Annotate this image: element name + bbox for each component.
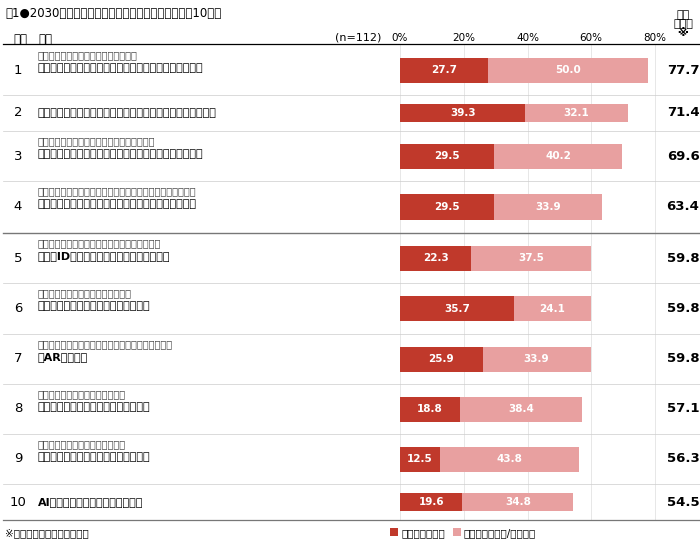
Text: 24.1: 24.1 (539, 304, 565, 314)
Bar (460, 396, 582, 422)
Text: 家電制御や見守りなどの機能を備えた: 家電制御や見守りなどの機能を備えた (38, 50, 138, 60)
Text: 57.1: 57.1 (666, 402, 699, 416)
Text: 19.6: 19.6 (419, 497, 444, 507)
Text: ※市場導入計の降順でソート: ※市場導入計の降順でソート (5, 528, 89, 538)
Text: 国内で一部普及/市場導入: 国内で一部普及/市場導入 (464, 528, 536, 538)
Bar (400, 57, 489, 82)
Text: 自然災害や事故などにも対応可能な: 自然災害や事故などにも対応可能な (38, 288, 132, 298)
Text: 0%: 0% (392, 33, 408, 43)
Bar (400, 104, 525, 122)
Text: 2: 2 (14, 107, 22, 119)
Text: 移動、レジャー、食事、衣服など: 移動、レジャー、食事、衣服など (38, 389, 126, 399)
Bar (400, 447, 440, 471)
Text: 「バイオデグラダブル（生分解性）」の製品、包装、緩衝材: 「バイオデグラダブル（生分解性）」の製品、包装、緩衝材 (38, 108, 217, 118)
Bar (453, 528, 461, 536)
Text: 77.7: 77.7 (666, 63, 699, 77)
Text: （共通IDによる医療連携ソリューション）: （共通IDによる医療連携ソリューション） (38, 251, 171, 261)
Text: 22.3: 22.3 (423, 253, 449, 263)
Text: ※: ※ (678, 28, 688, 38)
Bar (463, 493, 573, 511)
Text: 38.4: 38.4 (508, 404, 534, 414)
Text: 20%: 20% (452, 33, 475, 43)
Text: 「ARグラス」: 「ARグラス」 (38, 352, 88, 362)
Text: 33.9: 33.9 (536, 202, 561, 212)
Text: 国内で広く普及: 国内で広く普及 (401, 528, 444, 538)
Text: 33.9: 33.9 (524, 354, 550, 364)
Text: 導入計: 導入計 (673, 19, 693, 29)
Text: 9: 9 (14, 453, 22, 465)
Text: 図1●2030年までに実現される技術・サービス（上位10位）: 図1●2030年までに実現される技術・サービス（上位10位） (5, 7, 221, 20)
Text: 「新築住宅（マンションを含む）のスマートホーム化」: 「新築住宅（マンションを含む）のスマートホーム化」 (38, 63, 204, 73)
Bar (400, 396, 460, 422)
Text: 「自由度の高い働き方」ができる社会: 「自由度の高い働き方」ができる社会 (38, 452, 150, 462)
Bar (440, 447, 580, 471)
Text: 6: 6 (14, 302, 22, 315)
Text: 56.3: 56.3 (666, 453, 699, 465)
Text: 1: 1 (14, 63, 22, 77)
Text: 40.2: 40.2 (545, 151, 571, 161)
Text: 69.6: 69.6 (666, 150, 699, 162)
Bar (400, 296, 514, 321)
Text: 5: 5 (14, 252, 22, 264)
Text: 項目: 項目 (38, 33, 52, 46)
Text: 幅広い分野のシェアリングエコノミー: 幅広い分野のシェアリングエコノミー (38, 402, 150, 412)
Text: 7: 7 (14, 353, 22, 365)
Text: 34.8: 34.8 (505, 497, 531, 507)
Text: 60%: 60% (580, 33, 603, 43)
Text: 37.5: 37.5 (518, 253, 544, 263)
Text: 39.3: 39.3 (450, 108, 475, 118)
Text: 43.8: 43.8 (497, 454, 523, 464)
Text: 35.7: 35.7 (444, 304, 470, 314)
Text: 3: 3 (14, 150, 22, 162)
Bar (400, 493, 463, 511)
Text: 市場: 市場 (676, 10, 690, 20)
Text: 59.8: 59.8 (666, 302, 699, 315)
Text: 地理情報や天候などのリアルタイム情報を表示する: 地理情報や天候などのリアルタイム情報を表示する (38, 339, 173, 349)
Text: 27.7: 27.7 (431, 65, 457, 75)
Text: 29.5: 29.5 (434, 202, 460, 212)
Bar (400, 194, 494, 220)
Bar (494, 194, 602, 220)
Text: 32.1: 32.1 (564, 108, 589, 118)
Text: 25.9: 25.9 (428, 354, 454, 364)
Text: 71.4: 71.4 (666, 107, 699, 119)
Bar (514, 296, 591, 321)
Bar (400, 246, 471, 270)
Text: リアルタイムナビゲーションシステム: リアルタイムナビゲーションシステム (38, 301, 150, 311)
Text: 63.4: 63.4 (666, 200, 699, 214)
Text: 無人の「工場、店舗、物流倉庫、宅配搬送」: 無人の「工場、店舗、物流倉庫、宅配搬送」 (38, 136, 155, 146)
Text: 12.5: 12.5 (407, 454, 433, 464)
Text: 医療・介護・ヘルスケアを網羅した健康カルテ: 医療・介護・ヘルスケアを網羅した健康カルテ (38, 238, 162, 248)
Text: (n=112): (n=112) (335, 33, 382, 43)
Text: 50.0: 50.0 (555, 65, 581, 75)
Text: 人工衛星・気象観測データ等を活用した「リアルタイムの高: 人工衛星・気象観測データ等を活用した「リアルタイムの高 (38, 186, 197, 196)
Text: （製品の生産、物流、販売等を作業用ロボットが行う）: （製品の生産、物流、販売等を作業用ロボットが行う） (38, 149, 204, 159)
Text: 空間・高時間解像度気象予測」と「災害リスク評価」: 空間・高時間解像度気象予測」と「災害リスク評価」 (38, 199, 197, 209)
Bar (400, 144, 494, 168)
Text: 8: 8 (14, 402, 22, 416)
Text: 4: 4 (14, 200, 22, 214)
Text: 10: 10 (10, 496, 27, 508)
Text: 40%: 40% (516, 33, 539, 43)
Bar (482, 347, 591, 371)
Bar (489, 57, 648, 82)
Bar (400, 347, 482, 371)
Text: 59.8: 59.8 (666, 353, 699, 365)
Bar (494, 144, 622, 168)
Text: 29.5: 29.5 (434, 151, 460, 161)
Bar (471, 246, 591, 270)
Text: 80%: 80% (643, 33, 666, 43)
Text: 出社不要、複数の職業を持つなど: 出社不要、複数の職業を持つなど (38, 439, 126, 449)
Bar (525, 104, 628, 122)
Bar (390, 528, 398, 536)
Text: 54.5: 54.5 (666, 496, 699, 508)
Text: 順位: 順位 (13, 33, 27, 46)
Text: AIによる診断推論、薬剤の最適化: AIによる診断推論、薬剤の最適化 (38, 497, 144, 507)
Text: 59.8: 59.8 (666, 252, 699, 264)
Text: 18.8: 18.8 (417, 404, 443, 414)
